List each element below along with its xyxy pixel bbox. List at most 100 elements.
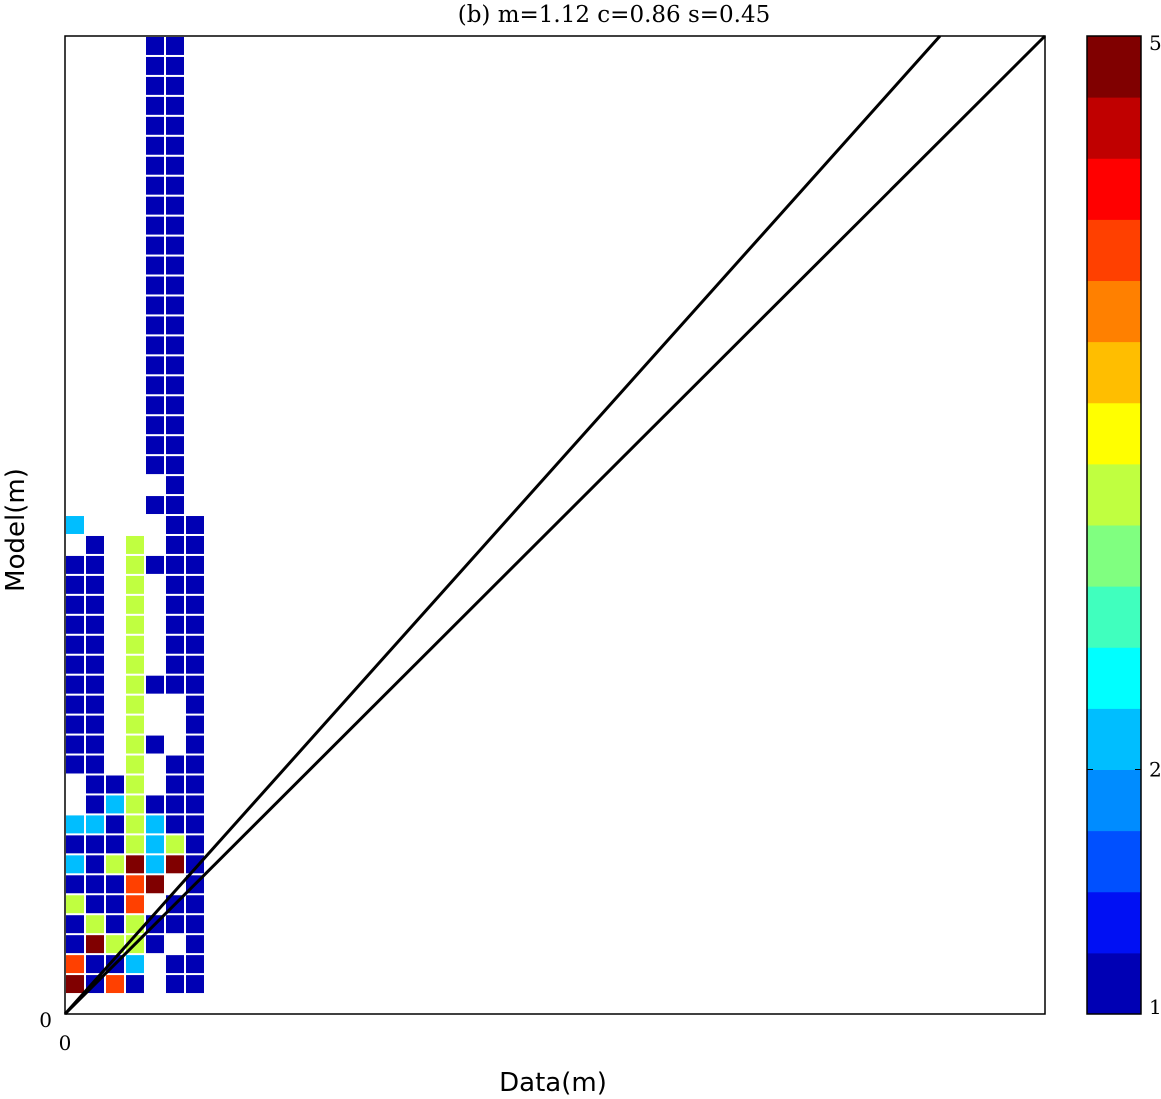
heatmap-cell bbox=[166, 356, 184, 375]
heatmap-cell bbox=[86, 915, 104, 934]
heatmap-cell bbox=[166, 815, 184, 834]
x-axis-label: Data(m) bbox=[499, 1068, 607, 1098]
heatmap-cell bbox=[166, 955, 184, 974]
heatmap-cell bbox=[166, 376, 184, 395]
heatmap-cell bbox=[66, 555, 84, 574]
heatmap-cell bbox=[66, 655, 84, 674]
colorbar-band bbox=[1087, 708, 1141, 771]
heatmap-cell bbox=[86, 595, 104, 614]
heatmap-cell bbox=[166, 116, 184, 135]
heatmap-cell bbox=[126, 975, 144, 994]
heatmap-cell bbox=[66, 855, 84, 874]
heatmap-cell bbox=[66, 635, 84, 654]
heatmap-cell bbox=[86, 935, 104, 954]
heatmap-cell bbox=[186, 715, 204, 734]
heatmap-cell bbox=[166, 336, 184, 355]
heatmap-cell bbox=[166, 456, 184, 475]
heatmap-cell bbox=[166, 615, 184, 634]
heatmap-cell bbox=[126, 775, 144, 794]
heatmap-cell bbox=[66, 935, 84, 954]
heatmap-cell bbox=[166, 835, 184, 854]
heatmap-cell bbox=[146, 875, 164, 894]
heatmap-cell bbox=[66, 615, 84, 634]
heatmap-cell bbox=[166, 216, 184, 235]
heatmap-cell bbox=[86, 775, 104, 794]
heatmap-cell bbox=[166, 496, 184, 515]
heatmap-cell bbox=[166, 256, 184, 275]
heatmap-cell bbox=[146, 316, 164, 335]
heatmap-cell bbox=[146, 555, 164, 574]
plot-area bbox=[63, 34, 1047, 1016]
heatmap-cells bbox=[66, 37, 204, 994]
colorbar-tick-label: 5 bbox=[1149, 31, 1161, 55]
heatmap-cell bbox=[166, 76, 184, 95]
heatmap-cell bbox=[166, 755, 184, 774]
heatmap-cell bbox=[106, 975, 124, 994]
heatmap-cell bbox=[146, 56, 164, 75]
heatmap-cell bbox=[126, 875, 144, 894]
colorbar-band bbox=[1087, 891, 1141, 954]
x-tick-label: 0 bbox=[59, 1031, 72, 1055]
colorbar: 1 2 5 bbox=[1086, 31, 1161, 1019]
heatmap-cell bbox=[66, 955, 84, 974]
heatmap-cell bbox=[146, 216, 164, 235]
fit-line bbox=[63, 34, 942, 1016]
colorbar-band bbox=[1087, 219, 1141, 282]
colorbar-band bbox=[1087, 830, 1141, 893]
heatmap-cell bbox=[186, 975, 204, 994]
heatmap-cell bbox=[106, 795, 124, 814]
heatmap-cell bbox=[166, 555, 184, 574]
heatmap-cell bbox=[106, 895, 124, 914]
heatmap-cell bbox=[166, 416, 184, 435]
heatmap-cell bbox=[126, 635, 144, 654]
y-axis-label: Model(m) bbox=[1, 468, 31, 592]
heatmap-cell bbox=[166, 96, 184, 115]
heatmap-cell bbox=[166, 156, 184, 175]
heatmap-cell bbox=[126, 895, 144, 914]
heatmap-cell bbox=[86, 815, 104, 834]
heatmap-cell bbox=[186, 775, 204, 794]
heatmap-cell bbox=[186, 695, 204, 714]
colorbar-band bbox=[1087, 586, 1141, 648]
colorbar-band bbox=[1087, 463, 1141, 526]
heatmap-cell bbox=[86, 555, 104, 574]
heatmap-cell bbox=[126, 655, 144, 674]
heatmap-cell bbox=[106, 915, 124, 934]
heatmap-cell bbox=[186, 655, 204, 674]
heatmap-cell bbox=[66, 835, 84, 854]
heatmap-cell bbox=[146, 436, 164, 455]
heatmap-cell bbox=[146, 835, 164, 854]
heatmap-cell bbox=[126, 835, 144, 854]
heatmap-cell bbox=[146, 256, 164, 275]
heatmap-cell bbox=[166, 855, 184, 874]
colorbar-frame bbox=[1086, 35, 1142, 1015]
heatmap-cell bbox=[126, 675, 144, 694]
heatmap-cell bbox=[106, 775, 124, 794]
heatmap-cell bbox=[166, 436, 184, 455]
heatmap-cell bbox=[86, 755, 104, 774]
colorbar-tick-label: 1 bbox=[1149, 995, 1161, 1019]
heatmap-cell bbox=[166, 316, 184, 335]
heatmap-cell bbox=[146, 935, 164, 954]
heatmap-cell bbox=[66, 915, 84, 934]
heatmap-cell bbox=[186, 955, 204, 974]
heatmap-cell bbox=[186, 915, 204, 934]
heatmap-cell bbox=[106, 855, 124, 874]
heatmap-cell bbox=[126, 555, 144, 574]
heatmap-cell bbox=[66, 875, 84, 894]
heatmap-cell bbox=[186, 535, 204, 554]
heatmap-cell bbox=[166, 915, 184, 934]
heatmap-cell bbox=[146, 296, 164, 315]
heatmap-cell bbox=[146, 236, 164, 255]
heatmap-cell bbox=[166, 516, 184, 534]
chart-title: (b) m=1.12 c=0.86 s=0.45 bbox=[458, 2, 771, 28]
heatmap-cell bbox=[186, 575, 204, 594]
heatmap-cell bbox=[86, 575, 104, 594]
heatmap-cell bbox=[186, 835, 204, 854]
colorbar-band bbox=[1087, 952, 1141, 1015]
heatmap-cell bbox=[166, 176, 184, 195]
heatmap-cell bbox=[166, 296, 184, 315]
heatmap-cell bbox=[146, 176, 164, 195]
colorbar-band bbox=[1087, 280, 1141, 343]
